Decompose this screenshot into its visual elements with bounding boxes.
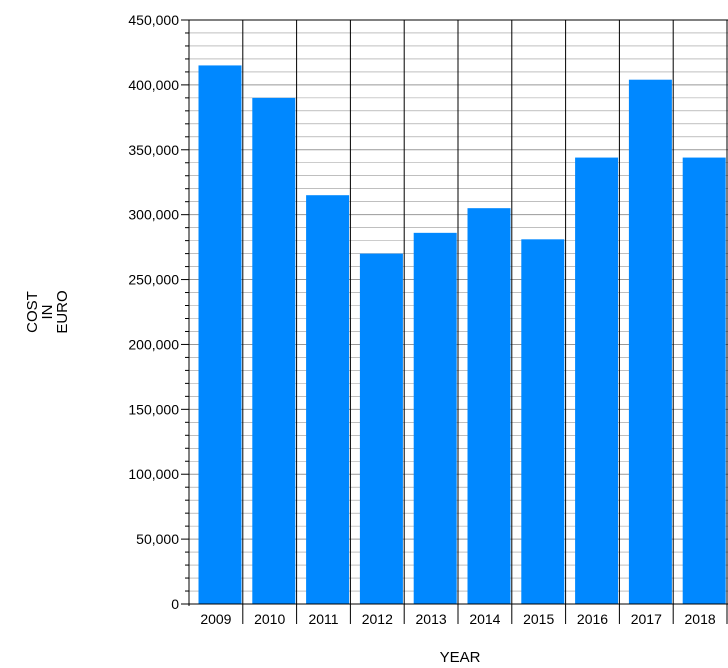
y-tick-label: 350,000: [128, 142, 179, 158]
bar-2009: [198, 65, 242, 604]
x-tick-labels: 2009 2010 2011 2012 2013 2014 2015 2016 2017 2018: [200, 611, 716, 627]
y-tick-label: 50,000: [136, 531, 179, 547]
x-tick-label: 2013: [416, 611, 447, 627]
y-axis-title-line: COST: [24, 291, 41, 333]
y-axis-title-line: EURO: [54, 290, 71, 333]
bar-2015: [521, 239, 565, 604]
bars: [198, 65, 726, 605]
y-tick-label: 250,000: [128, 272, 179, 288]
x-tick-label: 2018: [685, 611, 716, 627]
bar-2017: [628, 79, 672, 605]
bar-2014: [467, 208, 511, 604]
y-tick-label: 450,000: [128, 12, 179, 28]
bar-2010: [252, 97, 296, 604]
y-tick-labels: 0 50,000 100,000 150,000 200,000 250,000 300,0…: [128, 12, 179, 612]
bar-2012: [359, 253, 403, 604]
x-axis-title: YEAR: [440, 649, 481, 666]
x-tick-label: 2012: [362, 611, 393, 627]
y-tick-label: 300,000: [128, 207, 179, 223]
bar-2018: [682, 157, 726, 604]
x-tick-label: 2010: [254, 611, 285, 627]
y-tick-label: 150,000: [128, 401, 179, 417]
y-tick-label: 200,000: [128, 336, 179, 352]
x-tick-label: 2017: [631, 611, 662, 627]
bar-2016: [575, 157, 619, 604]
y-tick-label: 400,000: [128, 77, 179, 93]
y-tick-label: 100,000: [128, 466, 179, 482]
axes: [181, 19, 728, 606]
bar-2013: [413, 232, 457, 604]
x-tick-label: 2016: [577, 611, 608, 627]
bar-2011: [306, 195, 350, 604]
x-tick-label: 2011: [308, 611, 338, 627]
y-axis-title: COSTINEURO: [24, 290, 71, 333]
x-tick-label: 2009: [200, 611, 231, 627]
y-axis-title-line: IN: [39, 305, 56, 320]
x-tick-label: 2014: [469, 611, 500, 627]
y-tick-label: 0: [171, 596, 179, 612]
x-tick-label: 2015: [523, 611, 554, 627]
